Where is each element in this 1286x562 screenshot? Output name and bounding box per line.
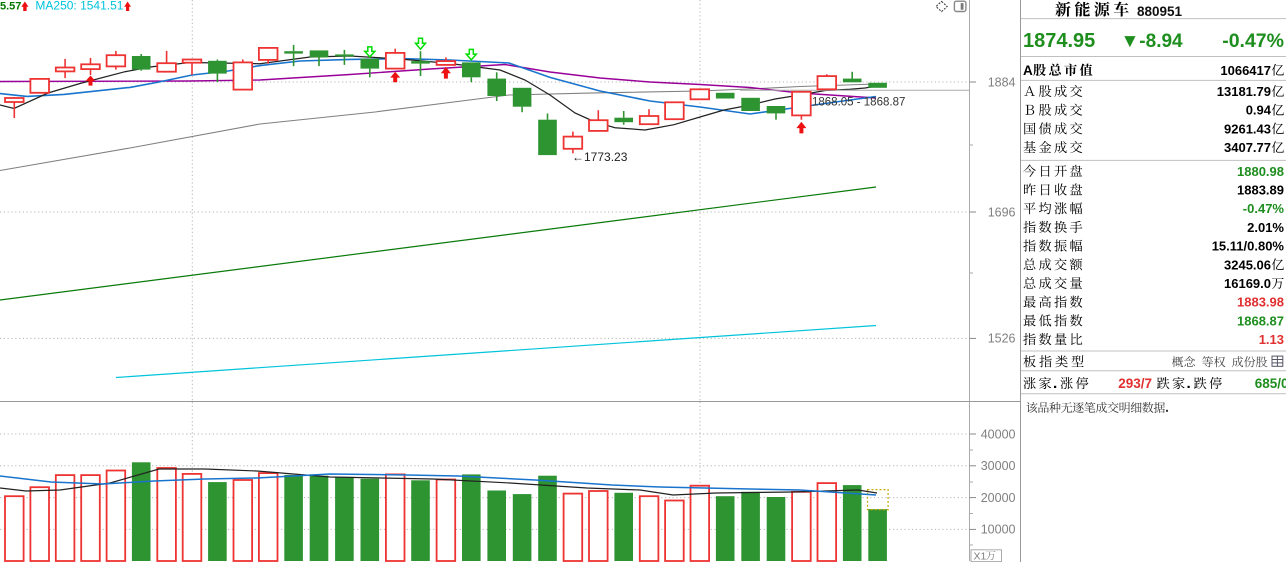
svg-text:3245.06: 3245.06 xyxy=(1224,257,1271,272)
svg-text:1868.87: 1868.87 xyxy=(1237,313,1284,328)
svg-text:2.01%: 2.01% xyxy=(1247,220,1284,235)
svg-text:A: A xyxy=(1023,63,1033,78)
svg-text:-0.47%: -0.47% xyxy=(1222,30,1284,52)
svg-text:20000: 20000 xyxy=(981,491,1016,505)
svg-text:0.94: 0.94 xyxy=(1246,103,1272,118)
svg-text:13181.79: 13181.79 xyxy=(1217,84,1271,99)
svg-text:1526: 1526 xyxy=(988,332,1016,346)
svg-text:40000: 40000 xyxy=(981,427,1016,441)
svg-text:MA250: 1541.51: MA250: 1541.51 xyxy=(35,0,123,13)
svg-text:1883.89: 1883.89 xyxy=(1237,183,1284,198)
svg-text:15.11/0.80%: 15.11/0.80% xyxy=(1212,239,1285,254)
svg-text:16169.0: 16169.0 xyxy=(1224,276,1271,291)
svg-text:X1: X1 xyxy=(974,550,987,562)
svg-text:▼-8.94: ▼-8.94 xyxy=(1121,31,1184,52)
svg-text:1066417: 1066417 xyxy=(1220,63,1271,78)
svg-text:3407.77: 3407.77 xyxy=(1224,140,1271,155)
svg-text:←1773.23: ←1773.23 xyxy=(572,150,628,164)
svg-text:293/7: 293/7 xyxy=(1118,376,1152,391)
svg-text:880951: 880951 xyxy=(1137,4,1183,19)
svg-text:5.57: 5.57 xyxy=(0,1,21,13)
svg-text:1.13: 1.13 xyxy=(1259,332,1284,347)
svg-text:30000: 30000 xyxy=(981,459,1016,473)
svg-text:9261.43: 9261.43 xyxy=(1224,121,1271,136)
svg-text:1883.98: 1883.98 xyxy=(1237,295,1284,310)
svg-text:1880.98: 1880.98 xyxy=(1237,164,1284,179)
svg-text:1868.05 - 1868.87: 1868.05 - 1868.87 xyxy=(812,97,905,109)
svg-text:1696: 1696 xyxy=(988,205,1016,219)
svg-text:685/0: 685/0 xyxy=(1255,376,1286,391)
svg-text:1884: 1884 xyxy=(988,75,1016,89)
svg-text:-0.47%: -0.47% xyxy=(1243,201,1285,216)
svg-text:10000: 10000 xyxy=(981,523,1016,537)
svg-text:1874.95: 1874.95 xyxy=(1023,30,1095,52)
